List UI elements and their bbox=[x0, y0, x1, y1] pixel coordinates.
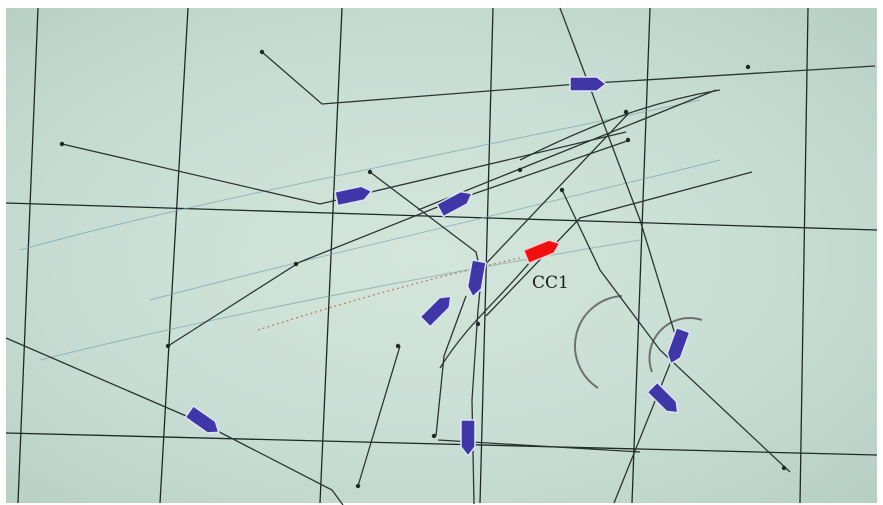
range-arc bbox=[648, 317, 703, 373]
ship-icon bbox=[419, 295, 452, 328]
history-trail bbox=[257, 257, 521, 331]
ship-icon bbox=[466, 259, 487, 298]
grid-line bbox=[5, 432, 878, 456]
track-line bbox=[167, 139, 631, 347]
contact-ship[interactable] bbox=[334, 184, 373, 207]
grid-line bbox=[5, 202, 878, 231]
ship-icon bbox=[334, 185, 373, 207]
track-line bbox=[417, 89, 717, 211]
track-line bbox=[519, 89, 721, 161]
track-line bbox=[561, 189, 791, 473]
ship-icon bbox=[435, 190, 473, 218]
track-line bbox=[5, 337, 344, 505]
grid-line bbox=[17, 7, 39, 504]
selected-contact-ship[interactable] bbox=[522, 237, 563, 265]
selected-contact-label: CC1 bbox=[532, 273, 569, 293]
track-line bbox=[559, 7, 679, 504]
radar-arcs bbox=[574, 295, 703, 389]
track-line bbox=[261, 51, 876, 105]
ship-icon bbox=[666, 326, 691, 366]
contact-ship[interactable] bbox=[419, 291, 455, 328]
track-line bbox=[357, 345, 401, 487]
contact-ship[interactable] bbox=[460, 419, 476, 458]
contacts-layer bbox=[184, 76, 691, 458]
ship-icon bbox=[460, 419, 476, 458]
target-tracks bbox=[5, 7, 876, 505]
ship-icon bbox=[646, 381, 679, 414]
screen-background bbox=[6, 8, 877, 503]
grid-line bbox=[159, 7, 189, 504]
track-line bbox=[439, 249, 541, 369]
contact-ship[interactable] bbox=[466, 259, 487, 298]
contact-ship[interactable] bbox=[664, 326, 691, 367]
ship-icon bbox=[569, 76, 608, 92]
track-line bbox=[485, 171, 753, 317]
track-line bbox=[479, 113, 629, 271]
range-arc bbox=[574, 295, 623, 389]
grid-line bbox=[799, 7, 809, 504]
track-dots bbox=[59, 49, 787, 489]
grid-line bbox=[319, 7, 343, 504]
track-line bbox=[435, 295, 467, 437]
grid-line bbox=[631, 7, 651, 504]
ship-icon bbox=[184, 404, 220, 434]
contact-ship[interactable] bbox=[646, 381, 682, 417]
contact-ship[interactable] bbox=[435, 187, 475, 218]
ship-icon bbox=[522, 239, 561, 265]
contact-ship[interactable] bbox=[184, 404, 223, 438]
contact-ship[interactable] bbox=[569, 76, 608, 92]
track-line bbox=[61, 131, 627, 205]
